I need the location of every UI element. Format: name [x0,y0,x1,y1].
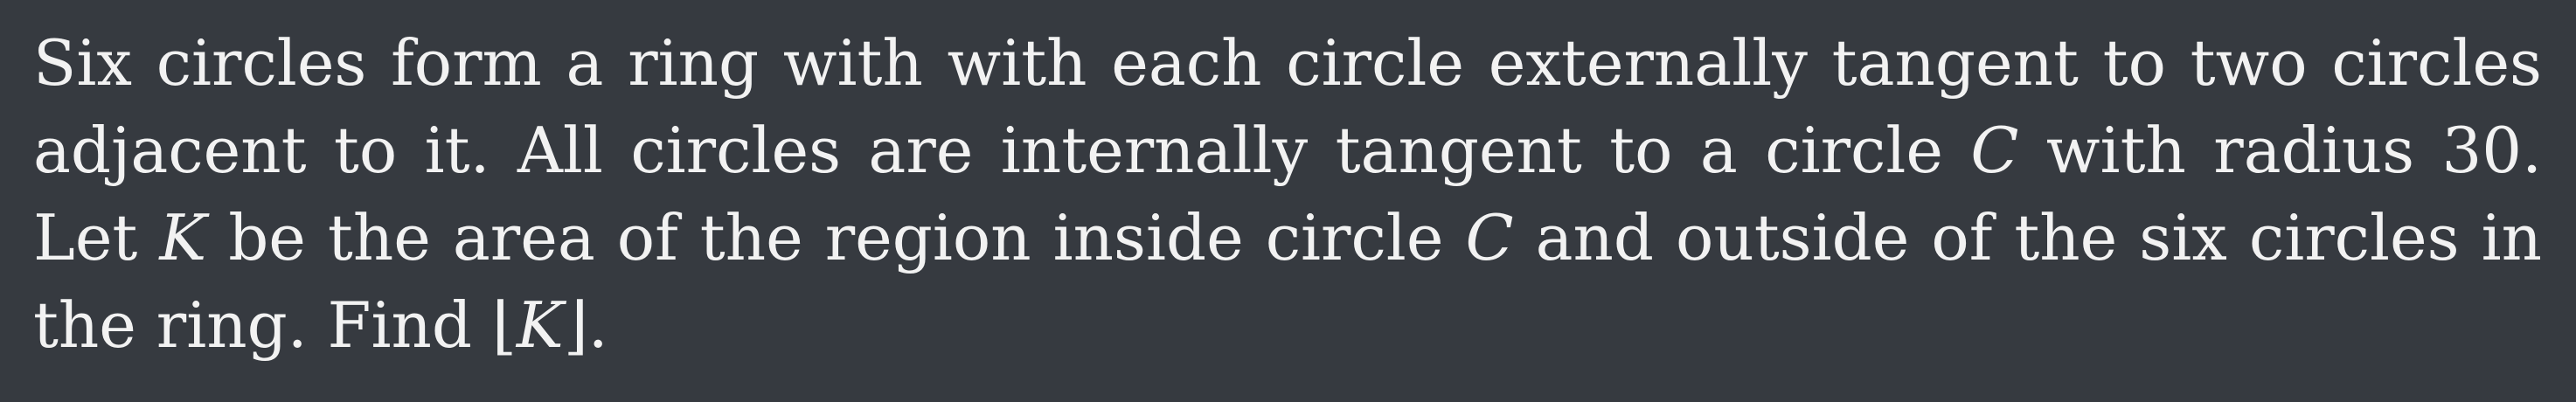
problem-statement: Six circles form a ring with with each c… [33,19,2542,369]
math-variable-k: K [159,201,207,274]
problem-text: be the area of the region inside circle [206,201,1466,274]
floor-right-bracket: ⌋ [563,288,588,362]
problem-text: Six circles form a ring with with each c… [33,26,2542,100]
floor-left-bracket: ⌊ [491,288,517,362]
math-variable-k: K [516,288,564,362]
problem-line-1: Six circles form a ring with with each c… [33,19,2542,107]
problem-text: the ring. Find [33,288,492,362]
problem-line-4: the ring. Find ⌊K⌋. [33,281,2542,369]
math-variable-c: C [1970,114,2019,187]
problem-line-3: Let K be the area of the region inside c… [33,194,2542,281]
problem-text: with radius 30. [2018,114,2542,187]
problem-text: adjacent to it. All circles are internal… [33,114,1971,187]
problem-line-2: adjacent to it. All circles are internal… [33,107,2542,194]
problem-text: and outside of the six circles in [1513,201,2543,274]
math-variable-c: C [1465,201,1514,274]
problem-text: Let [33,201,160,274]
problem-text: . [587,288,608,362]
